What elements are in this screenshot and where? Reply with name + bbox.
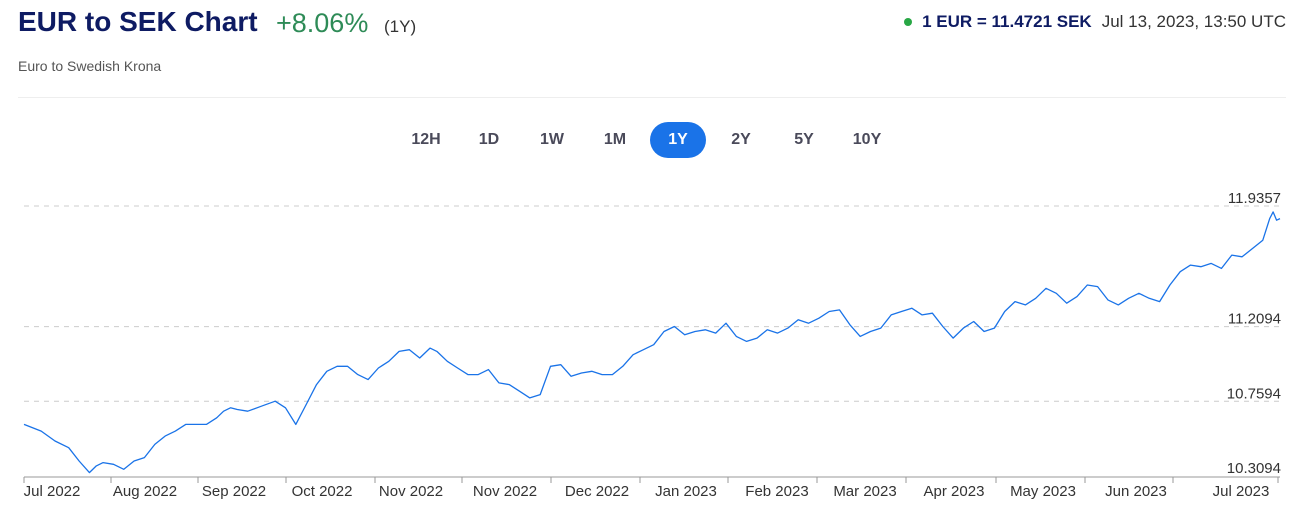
x-tick-label: Nov 2022: [379, 483, 443, 500]
x-tick-label: Jan 2023: [655, 483, 717, 500]
series-line: [23, 211, 1281, 474]
x-tick-label: Feb 2023: [745, 483, 808, 500]
tab-1w[interactable]: 1W: [540, 131, 564, 148]
tab-10y[interactable]: 10Y: [852, 131, 882, 148]
tab-1y[interactable]: 1Y: [650, 122, 706, 158]
live-dot-icon: [904, 18, 913, 26]
change-period: (1Y): [384, 17, 417, 36]
header-divider: [18, 97, 1286, 98]
page-subtitle: Euro to Swedish Krona: [18, 58, 162, 74]
line-chart[interactable]: 11.9357 11.2094 10.7594 10.3094 Jul 2022 Aug …: [0, 170, 1298, 522]
current-rate: 1 EUR = 11.4721 SEK: [922, 12, 1092, 31]
tab-1m[interactable]: 1M: [603, 131, 627, 148]
page-title: EUR to SEK Chart: [18, 6, 258, 37]
range-tabs: 12H 1D 1W 1M 1Y 2Y 5Y 10Y: [398, 122, 902, 158]
rate-timestamp: Jul 13, 2023, 13:50 UTC: [1101, 12, 1286, 31]
x-tick-label: May 2023: [1010, 483, 1076, 500]
y-tick-label: 10.7594: [1227, 385, 1281, 402]
chart-header: EUR to SEK Chart +8.06% (1Y) Euro to Swe…: [0, 0, 1298, 98]
x-tick-label: Oct 2022: [292, 483, 353, 500]
x-tick-label: Apr 2023: [924, 483, 985, 500]
y-tick-label: 11.9357: [1228, 190, 1281, 207]
x-tick-label: Jul 2022: [24, 483, 81, 500]
tab-12h[interactable]: 12H: [411, 131, 441, 148]
y-tick-label: 11.2094: [1228, 311, 1281, 328]
y-tick-label: 10.3094: [1227, 460, 1281, 477]
tab-1d[interactable]: 1D: [478, 131, 500, 148]
x-tick-label: Nov 2022: [473, 483, 537, 500]
x-tick-label: Aug 2022: [113, 483, 177, 500]
x-tick-label: Jul 2023: [1213, 483, 1270, 500]
x-tick-label: Mar 2023: [833, 483, 896, 500]
x-tick-label: Jun 2023: [1105, 483, 1167, 500]
rate-display: 1 EUR = 11.4721 SEK Jul 13, 2023, 13:50 …: [904, 12, 1286, 32]
change-percent: +8.06%: [276, 8, 369, 38]
x-tick-label: Dec 2022: [565, 483, 629, 500]
x-tick-label: Sep 2022: [202, 483, 266, 500]
tab-5y[interactable]: 5Y: [794, 131, 814, 148]
tab-2y[interactable]: 2Y: [731, 131, 751, 148]
